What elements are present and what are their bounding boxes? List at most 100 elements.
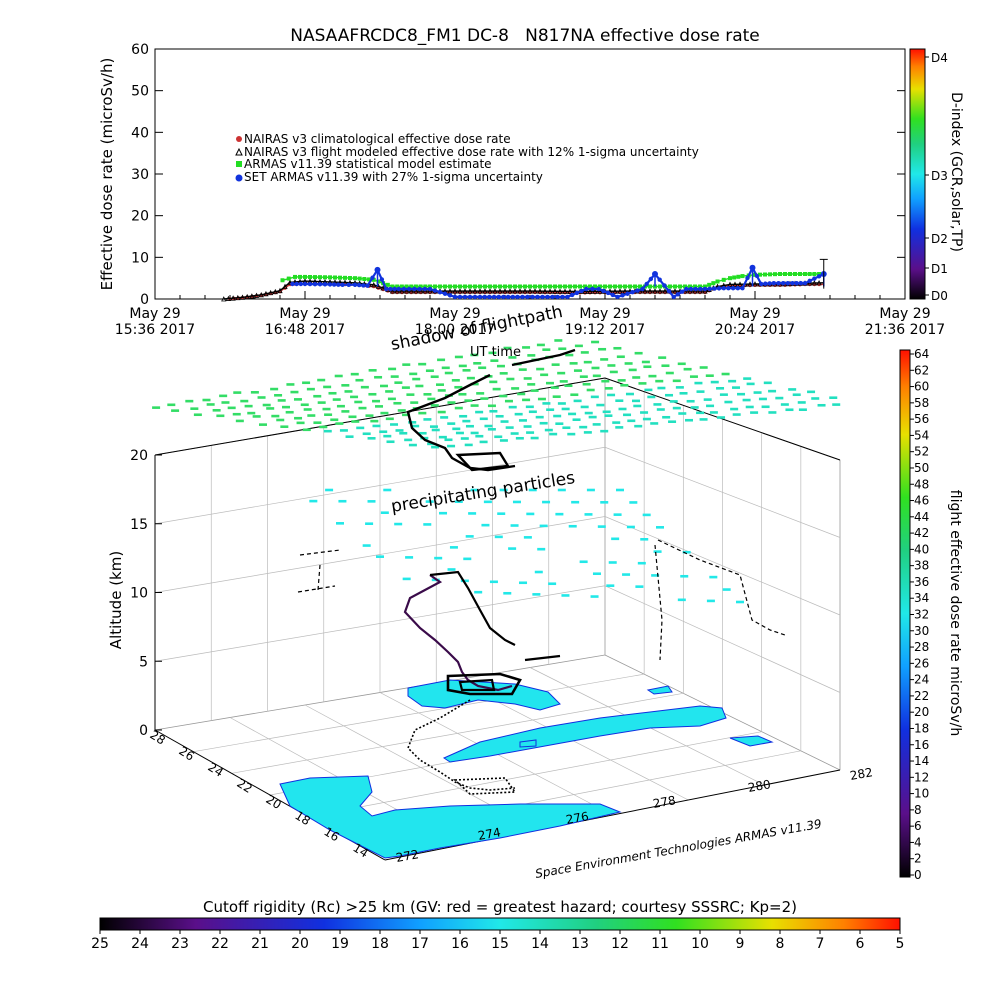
data-point [478,285,482,289]
x-tick-label-time: 16:48 2017 [265,322,345,338]
data-point [318,282,322,286]
data-point [358,277,362,281]
data-point [726,286,730,290]
data-point [668,285,672,289]
dose-tick-label: 64 [914,347,929,361]
dose-tick-label: 58 [914,396,929,410]
data-point [492,295,496,299]
legend-label: SET ARMAS v11.39 with 27% 1-sigma uncert… [244,170,543,184]
data-point [290,282,294,286]
flight-path [405,572,560,694]
legend-item-armas-statistical: ARMAS v11.39 statistical model estimate [236,157,492,171]
data-point [759,282,763,286]
data-point [563,285,567,289]
time-axis-label: UT time [470,345,521,360]
legend-label: NAIRAS v3 climatological effective dose … [244,132,511,146]
data-point [528,285,532,289]
altitude-tick-label: 15 [130,517,148,533]
data-point [353,283,357,287]
data-point [648,285,652,289]
rigidity-colorbar [100,918,900,930]
data-point [468,285,472,289]
dose-tick-label: 14 [914,754,929,768]
data-point [438,290,442,294]
y-tick-label: 50 [131,84,149,100]
rigidity-tick-label: 13 [571,936,589,952]
data-point [487,295,491,299]
latitude-tick-label: 20 [263,792,283,812]
dose-tick-label: 50 [914,461,929,475]
data-point [488,285,492,289]
data-point [740,286,744,290]
longitude-tick-label: 274 [477,825,502,843]
data-point [448,293,452,297]
data-point [384,287,388,291]
data-point [433,288,437,292]
data-point [772,281,776,285]
dose-tick-label: 4 [914,835,922,849]
dose-tick-label: 56 [914,412,929,426]
data-point [623,285,627,289]
data-point [293,275,297,279]
dose-tick-label: 6 [914,819,922,833]
rigidity-tick-label: 24 [131,936,149,952]
data-point [281,278,285,282]
data-point [745,276,749,280]
dindex-tick-label: D0 [931,289,948,303]
data-point [584,287,588,291]
dose-tick-label: 38 [914,559,929,573]
data-point [628,285,632,289]
data-point [402,287,406,291]
rigidity-tick-label: 23 [171,936,189,952]
data-point [750,265,756,271]
data-point [520,295,524,299]
data-point [503,285,507,289]
data-point [473,285,477,289]
data-point [649,277,653,281]
altitude-tick-label: 10 [130,586,148,602]
rigidity-tick-label: 22 [211,936,229,952]
longitude-tick-label: 282 [849,765,874,783]
data-point [388,287,392,291]
data-point [741,274,745,278]
data-point [380,277,384,281]
data-point [463,285,467,289]
data-point [558,285,562,289]
dose-tick-label: 18 [914,721,929,735]
data-point [676,292,680,296]
3d-gridlines [155,388,840,845]
data-point [340,283,344,287]
data-point [525,295,529,299]
data-point [333,276,337,280]
rigidity-colorbar-label: Cutoff rigidity (Rc) >25 km (GV: red = g… [203,898,797,916]
rigidity-tick-label: 17 [411,936,429,952]
dose-tick-label: 8 [914,803,922,817]
data-point [573,285,577,289]
data-point [767,281,771,285]
data-point [328,282,332,286]
data-point [543,285,547,289]
data-point [482,295,486,299]
data-point [458,295,462,299]
credit-text: Space Environment Technologies ARMAS v11… [534,817,823,881]
dindex-colorbar-label: D-index (GCR,solar,TP) [948,92,964,252]
data-point [684,287,688,291]
legend-item-climatological: NAIRAS v3 climatological effective dose … [236,132,511,146]
data-point [518,285,522,289]
data-point [533,285,537,289]
data-point [506,295,510,299]
rigidity-tick-label: 16 [451,936,469,952]
dose-tick-label: 26 [914,656,929,670]
data-point [662,283,666,287]
3d-plot: shadow of flightpath precipitating parti… [107,302,874,881]
x-tick-label-time: 20:24 2017 [715,322,795,338]
data-point [768,272,772,276]
data-point [362,277,366,281]
data-point [570,293,574,297]
latitude-tick-label: 28 [147,728,167,748]
data-point [657,278,661,282]
rigidity-tick-label: 15 [491,936,509,952]
data-point [633,285,637,289]
data-point [530,295,534,299]
rigidity-tick-label: 19 [331,936,349,952]
